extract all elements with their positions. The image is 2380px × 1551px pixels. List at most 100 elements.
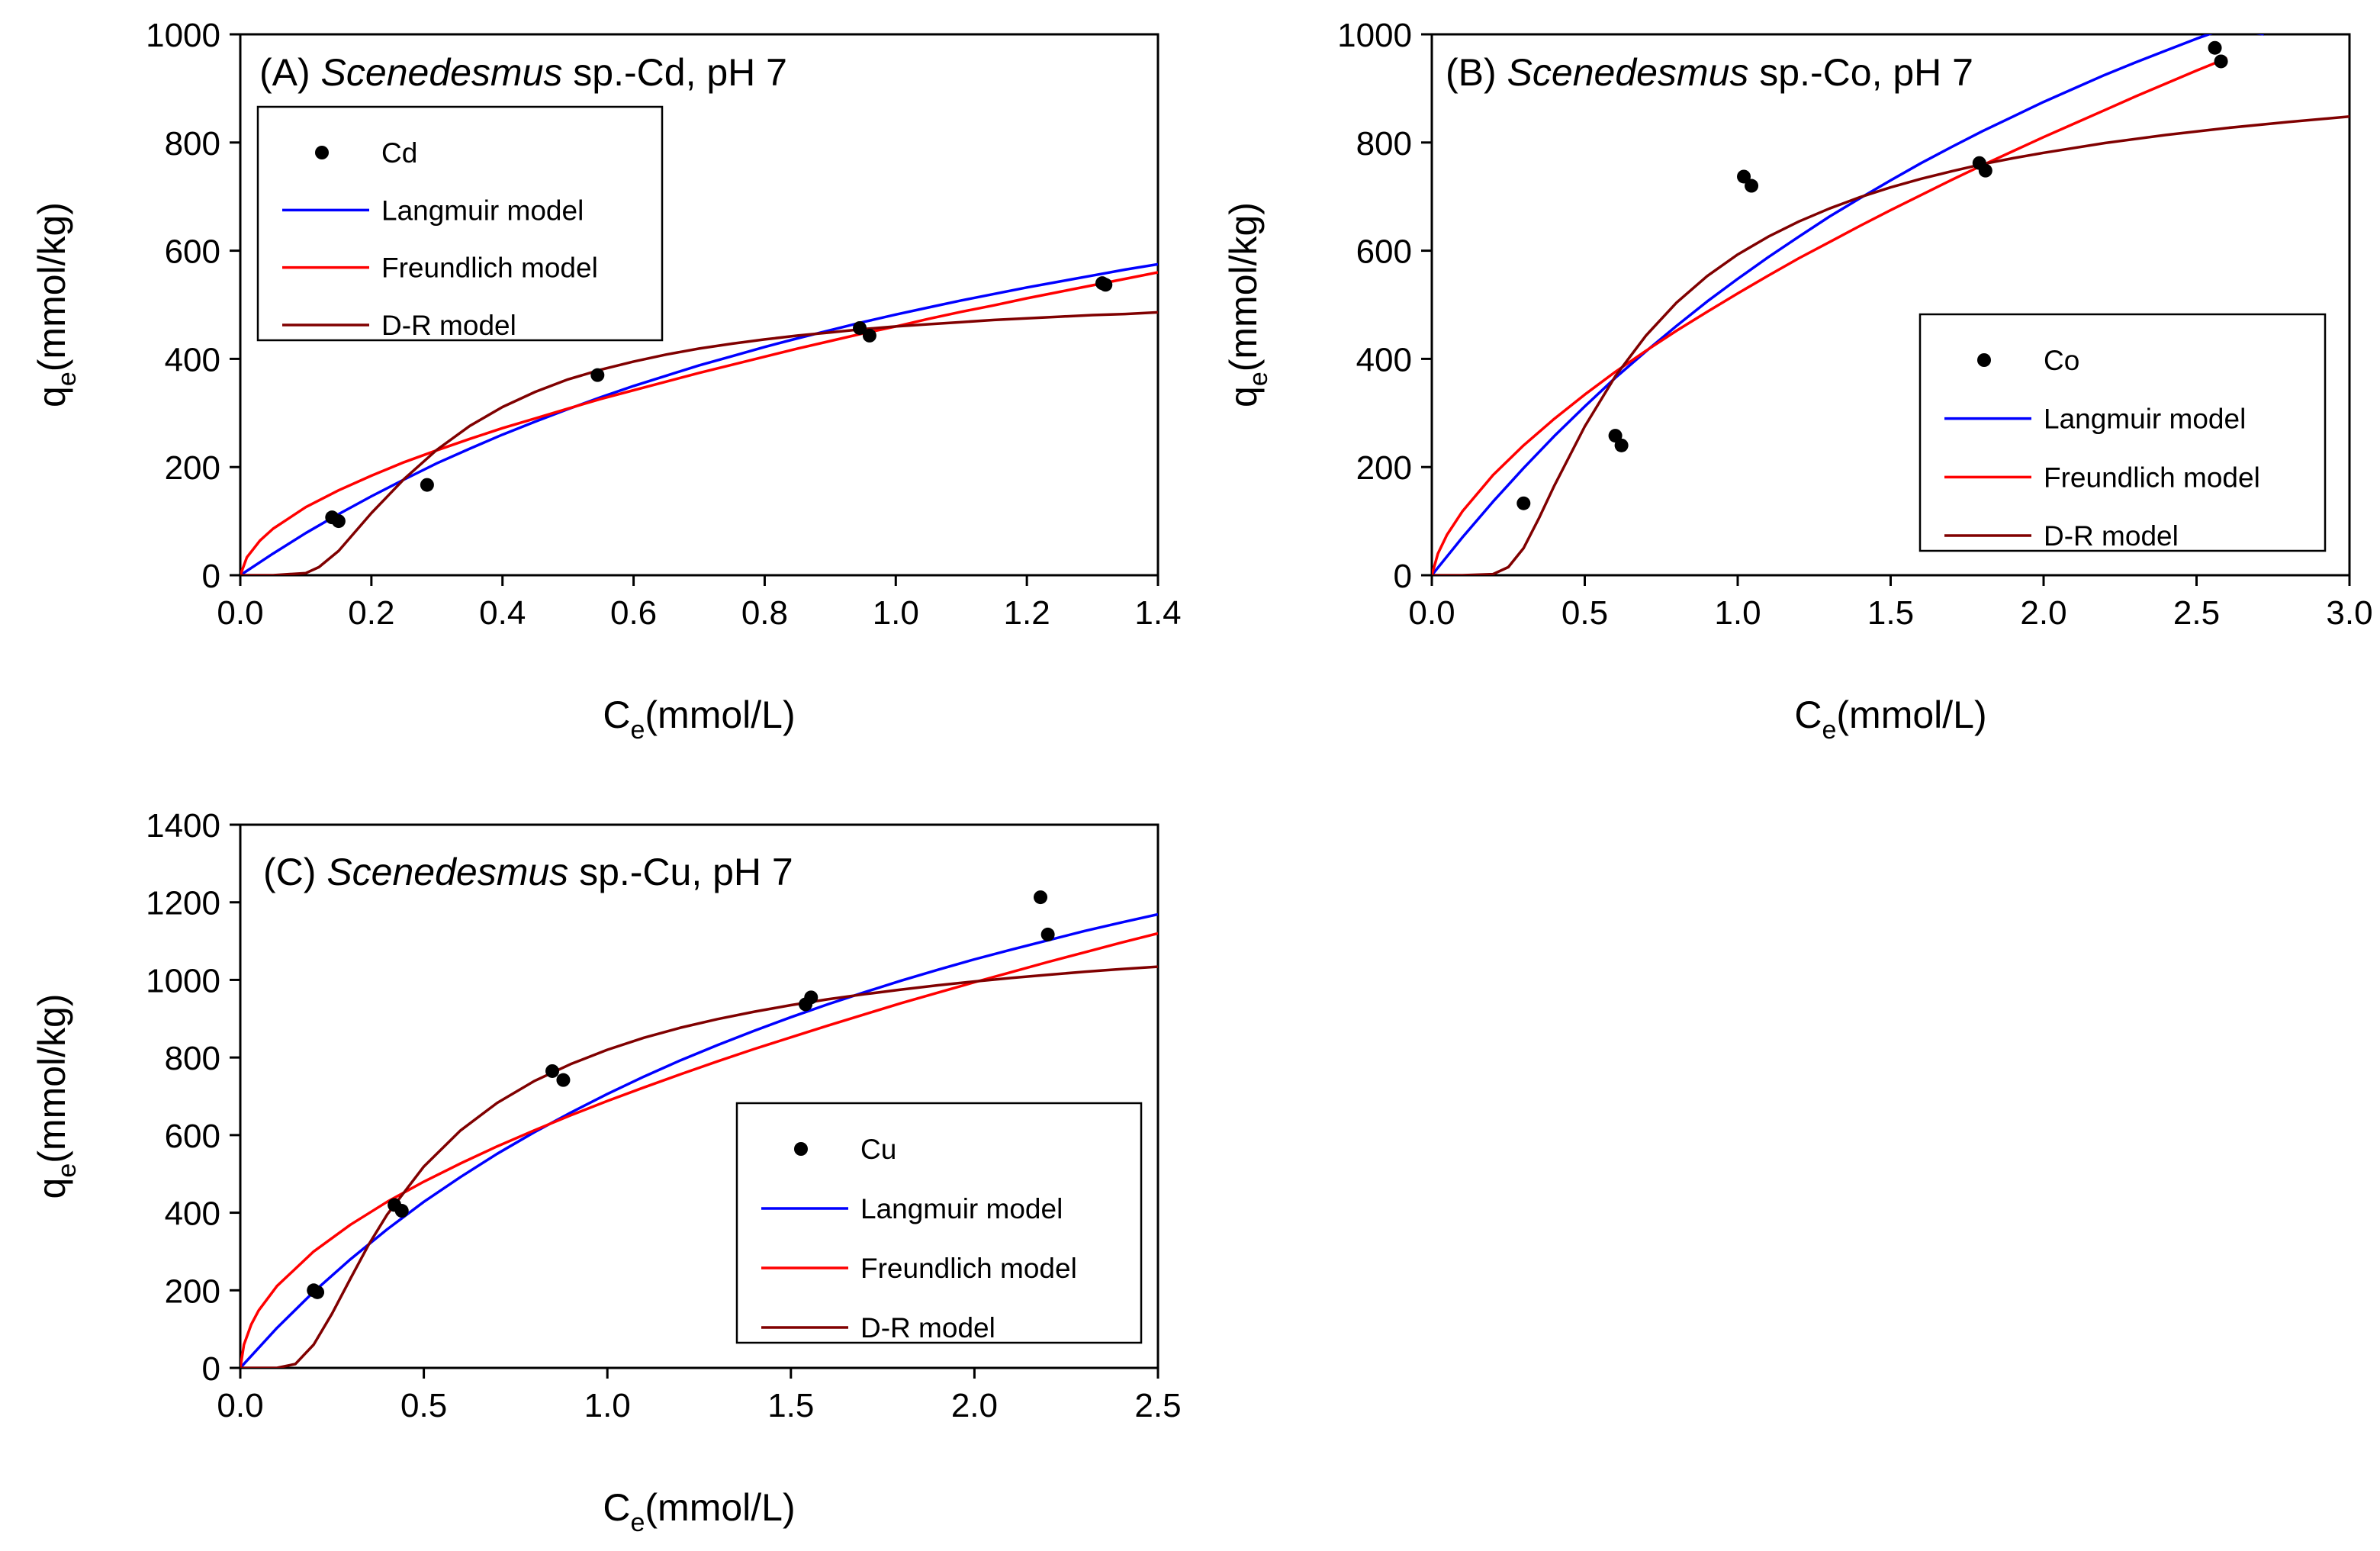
- x-tick-label: 0.2: [348, 594, 394, 632]
- y-tick-label: 1000: [1337, 17, 1412, 54]
- y-tick-label: 0: [202, 558, 220, 595]
- y-axis-label: qe(mmol/kg): [31, 202, 82, 407]
- y-axis-label-sub: e: [53, 372, 82, 386]
- data-point: [1040, 927, 1055, 941]
- data-point: [1034, 890, 1048, 905]
- x-tick-label: 1.0: [873, 594, 919, 632]
- y-tick-label: 800: [1356, 125, 1412, 163]
- y-tick-label: 1000: [146, 17, 220, 54]
- plot-frame: [239, 823, 1159, 1369]
- panel-title: (B) Scenedesmus sp.-Co, pH 7: [1446, 51, 1973, 94]
- x-tick-label: 2.5: [1134, 1387, 1181, 1424]
- panel-c: 0.0 0.5 1.0 1.5 2.0 2.5 0 200 400 600 800 1000 1200 1…: [31, 807, 1182, 1537]
- legend-label: Langmuir model: [860, 1193, 1063, 1224]
- legend: Cd Langmuir model Freundlich model D-R mode…: [256, 105, 664, 342]
- y-tick-label: 0: [202, 1350, 220, 1388]
- legend-marker: [315, 146, 329, 159]
- x-tick-label: 2.5: [2173, 594, 2220, 632]
- y-axis-label-sub: e: [1244, 372, 1273, 386]
- x-tick-label: 1.0: [584, 1387, 631, 1424]
- data-point: [1745, 179, 1759, 193]
- legend-box: [256, 105, 664, 342]
- x-tick-label: 1.2: [1004, 594, 1050, 632]
- x-tick-label: 0.6: [610, 594, 657, 632]
- x-tick-label: 1.0: [1714, 594, 1761, 632]
- legend-label: D-R model: [2044, 520, 2179, 552]
- legend-label: Freundlich model: [860, 1253, 1077, 1284]
- data-point: [1098, 278, 1113, 292]
- data-point: [331, 514, 346, 529]
- legend-label: Freundlich model: [381, 253, 598, 284]
- panel-title-prefix: (A): [259, 51, 321, 94]
- y-axis-label-sub: e: [53, 1163, 82, 1178]
- dr-curve: [240, 965, 1158, 1368]
- y-tick-label: 1400: [146, 807, 220, 845]
- freundlich-curve: [240, 932, 1158, 1368]
- data-point: [394, 1204, 409, 1218]
- data-point: [545, 1063, 560, 1078]
- x-tick-label: 3.0: [2326, 594, 2372, 632]
- y-tick-label: 1200: [146, 885, 220, 922]
- panel-title-species: Scenedesmus: [1507, 51, 1749, 94]
- data-point: [1614, 438, 1629, 452]
- legend-label: Freundlich model: [2044, 462, 2260, 493]
- panel-title-species: Scenedesmus: [326, 851, 568, 893]
- y-axis-label-main: q: [31, 386, 73, 407]
- x-tick-label: 0.8: [741, 594, 788, 632]
- dr-curve: [240, 311, 1158, 575]
- data-point: [1737, 169, 1751, 184]
- data-point: [2208, 40, 2222, 55]
- data-point: [1516, 496, 1531, 510]
- x-axis-label-sub: e: [630, 716, 645, 745]
- y-axis-label: qe(mmol/kg): [31, 994, 82, 1199]
- y-tick-label: 400: [165, 341, 220, 378]
- x-axis-label: Ce(mmol/L): [603, 693, 795, 745]
- legend-label: Cu: [860, 1134, 896, 1165]
- x-tick-label: 1.5: [767, 1387, 814, 1424]
- x-tick-label: 0.0: [217, 594, 263, 632]
- panel-title-suffix: sp.-Cu, pH 7: [568, 851, 793, 893]
- y-axis-label-main: q: [31, 1178, 73, 1199]
- legend-label: Langmuir model: [381, 195, 584, 226]
- panel-b: 0.0 0.5 1.0 1.5 2.0 2.5 3.0 0 200 400 600 800 1000 Ce…: [1222, 17, 2373, 745]
- plot-frame: [239, 33, 1159, 577]
- data-point: [420, 478, 434, 492]
- y-tick-label: 600: [165, 233, 220, 271]
- x-tick-label: 2.0: [951, 1387, 998, 1424]
- x-tick-label: 0.0: [217, 1387, 263, 1424]
- x-axis-label-unit: (mmol/L): [645, 693, 795, 736]
- panel-title: (C) Scenedesmus sp.-Cu, pH 7: [263, 851, 793, 893]
- x-axis-label: Ce(mmol/L): [1794, 693, 1986, 745]
- legend-label: D-R model: [860, 1312, 995, 1343]
- langmuir-curve: [240, 262, 1158, 575]
- legend-label: Cd: [381, 137, 417, 169]
- y-tick-label: 600: [165, 1118, 220, 1155]
- panel-title-suffix: sp.-Cd, pH 7: [562, 51, 787, 94]
- y-axis-label-unit: (mmol/kg): [31, 994, 73, 1163]
- y-tick-label: 200: [1356, 449, 1412, 487]
- curves: [240, 912, 1158, 1368]
- y-tick-label: 600: [1356, 233, 1412, 271]
- x-tick-label: 0.4: [479, 594, 526, 632]
- x-axis-label-sub: e: [630, 1508, 645, 1537]
- langmuir-curve: [240, 912, 1158, 1368]
- x-axis-label-unit: (mmol/L): [645, 1486, 795, 1529]
- data-point: [310, 1285, 325, 1299]
- x-axis-label-sub: e: [1822, 716, 1836, 745]
- data-point: [804, 990, 819, 1005]
- dr-curve: [1432, 115, 2349, 575]
- y-tick-label: 800: [165, 1040, 220, 1077]
- panel-a: 0.0 0.2 0.4 0.6 0.8 1.0 1.2 1.4 0 200 400 600 800 100…: [31, 17, 1182, 745]
- x-axis-label: Ce(mmol/L): [603, 1486, 795, 1537]
- data-point: [862, 328, 876, 343]
- freundlich-curve: [240, 271, 1158, 575]
- y-axis-label: qe(mmol/kg): [1222, 202, 1273, 407]
- x-tick-label: 2.0: [2020, 594, 2066, 632]
- x-axis-label-main: C: [603, 693, 630, 736]
- legend: Co Langmuir model Freundlich model D-R mode…: [1918, 313, 2327, 552]
- legend-label: D-R model: [381, 310, 516, 341]
- data-point: [1978, 163, 1992, 178]
- y-tick-label: 400: [165, 1195, 220, 1233]
- legend-label: Langmuir model: [2044, 404, 2246, 435]
